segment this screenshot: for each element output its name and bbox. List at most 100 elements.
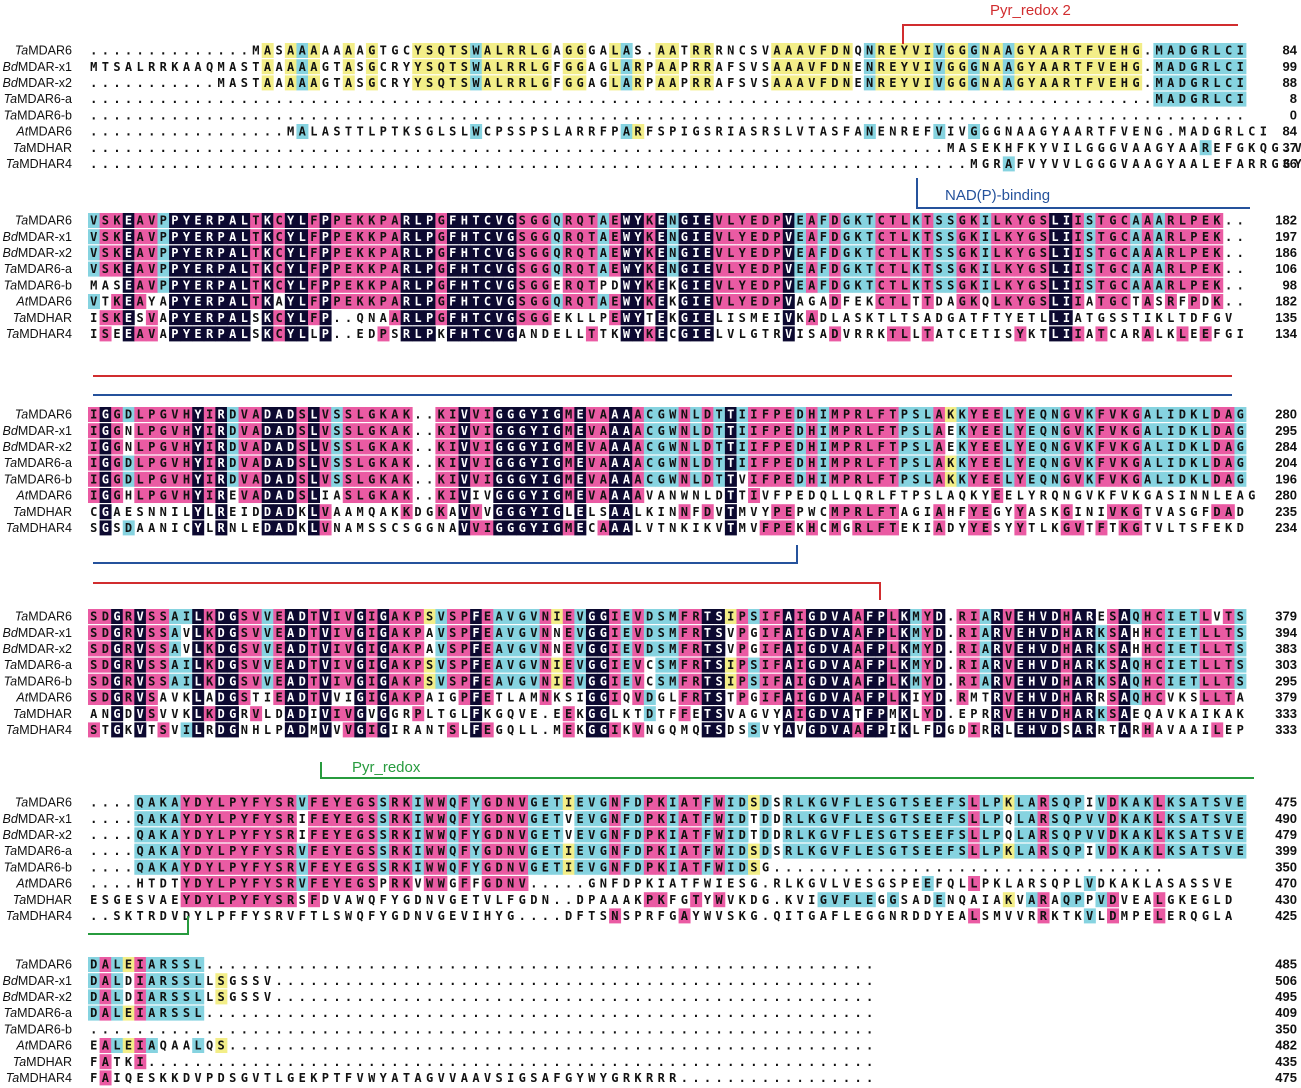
residue: T bbox=[739, 489, 746, 503]
residue: P bbox=[218, 278, 225, 292]
residue: F bbox=[449, 327, 456, 341]
residue-shade bbox=[933, 43, 946, 58]
residue: H bbox=[1121, 60, 1128, 74]
residue: G bbox=[530, 311, 537, 325]
residue: T bbox=[889, 278, 896, 292]
residue: K bbox=[357, 262, 365, 276]
residue: A bbox=[391, 311, 399, 325]
residue: Y bbox=[1005, 505, 1013, 519]
residue-shade bbox=[1211, 294, 1224, 309]
residue-shade bbox=[470, 124, 483, 139]
residue: H bbox=[808, 408, 815, 422]
residue: L bbox=[1179, 230, 1186, 244]
residue: S bbox=[936, 278, 943, 292]
residue: T bbox=[889, 262, 896, 276]
residue: G bbox=[681, 327, 688, 341]
residue: A bbox=[623, 440, 631, 454]
residue: L bbox=[878, 489, 885, 503]
residue: R bbox=[218, 456, 226, 470]
residue: T bbox=[357, 125, 364, 139]
residue-shade bbox=[516, 43, 529, 58]
residue: G bbox=[588, 44, 595, 58]
residue: A bbox=[1225, 408, 1233, 422]
residue: Y bbox=[403, 76, 411, 90]
residue: T bbox=[866, 278, 873, 292]
residue: . bbox=[461, 108, 468, 122]
residue: E bbox=[1202, 214, 1209, 228]
residue: . bbox=[1202, 108, 1209, 122]
residue: . bbox=[310, 108, 317, 122]
residue: M bbox=[565, 489, 572, 503]
residue: . bbox=[299, 141, 306, 155]
residue-shade bbox=[238, 423, 251, 439]
residue: G bbox=[658, 472, 665, 486]
residue: . bbox=[357, 108, 364, 122]
residue-shade bbox=[887, 75, 899, 91]
residue: L bbox=[924, 408, 931, 422]
residue: E bbox=[194, 262, 201, 276]
residue: D bbox=[704, 456, 711, 470]
residue: L bbox=[357, 489, 364, 503]
residue-shade bbox=[111, 245, 124, 261]
residue: L bbox=[553, 125, 560, 139]
residue: I bbox=[727, 125, 734, 139]
residue: C bbox=[1225, 60, 1232, 74]
residue: . bbox=[1144, 108, 1151, 122]
residue-shade bbox=[887, 213, 899, 228]
residue: . bbox=[727, 141, 734, 155]
residue: I bbox=[542, 505, 549, 519]
residue: S bbox=[542, 125, 549, 139]
residue-shade bbox=[1037, 59, 1050, 75]
residue-shade bbox=[458, 59, 471, 75]
residue: Y bbox=[739, 246, 747, 260]
residue: . bbox=[924, 108, 931, 122]
residue: A bbox=[715, 60, 723, 74]
residue-shade bbox=[562, 261, 575, 277]
residue-shade bbox=[585, 261, 598, 277]
residue: W bbox=[623, 327, 631, 341]
residue: . bbox=[287, 108, 294, 122]
residue: K bbox=[380, 489, 388, 503]
residue: P bbox=[380, 214, 387, 228]
residue: W bbox=[669, 424, 677, 438]
residue-shade bbox=[354, 229, 367, 245]
residue: L bbox=[414, 230, 421, 244]
residue-shade bbox=[898, 229, 911, 245]
residue: K bbox=[380, 456, 388, 470]
residue-shade bbox=[863, 277, 876, 293]
residue: I bbox=[1167, 472, 1174, 486]
residue: I bbox=[1179, 489, 1186, 503]
residue: . bbox=[1051, 108, 1058, 122]
residue-shade bbox=[817, 59, 830, 75]
residue: A bbox=[1051, 60, 1059, 74]
residue: E bbox=[658, 327, 665, 341]
residue: R bbox=[565, 262, 573, 276]
residue-shade bbox=[145, 439, 158, 455]
residue: A bbox=[947, 295, 955, 309]
residue-shade bbox=[632, 294, 645, 309]
residue: L bbox=[1213, 44, 1220, 58]
residue-shade bbox=[632, 310, 645, 326]
residue: L bbox=[136, 456, 143, 470]
residue-shade bbox=[169, 261, 182, 277]
residue: . bbox=[357, 92, 364, 106]
residue: V bbox=[1121, 125, 1128, 139]
residue: Y bbox=[634, 230, 642, 244]
residue: . bbox=[843, 108, 850, 122]
residue: G bbox=[368, 60, 375, 74]
residue: L bbox=[727, 295, 734, 309]
residue: A bbox=[623, 408, 631, 422]
residue-shade bbox=[180, 213, 193, 228]
residue: K bbox=[1121, 456, 1129, 470]
residue: F bbox=[820, 214, 827, 228]
residue: P bbox=[218, 246, 225, 260]
residue-shade bbox=[389, 294, 402, 309]
residue-shade bbox=[585, 213, 598, 228]
residue-shade bbox=[910, 213, 923, 228]
residue: A bbox=[611, 440, 619, 454]
residue: V bbox=[495, 327, 502, 341]
residue: A bbox=[1086, 327, 1094, 341]
residue: G bbox=[681, 214, 688, 228]
residue: G bbox=[507, 327, 514, 341]
residue: R bbox=[715, 125, 723, 139]
